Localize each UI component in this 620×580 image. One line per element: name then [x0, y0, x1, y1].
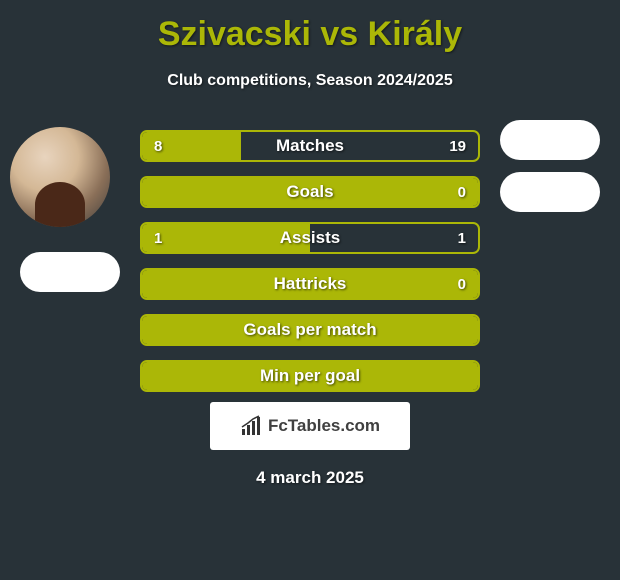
footer-brand-badge[interactable]: FcTables.com	[210, 402, 410, 450]
main-container: Szivacski vs Király Club competitions, S…	[0, 0, 620, 498]
stat-row-min-per-goal: Min per goal	[140, 360, 480, 392]
stat-row-assists: 1 Assists 1	[140, 222, 480, 254]
team-badge-right-2	[500, 172, 600, 212]
page-title: Szivacski vs Király	[0, 15, 620, 54]
stat-value-left: 8	[154, 138, 162, 155]
stat-row-goals-per-match: Goals per match	[140, 314, 480, 346]
stat-label: Assists	[280, 228, 340, 248]
stat-label: Min per goal	[260, 366, 360, 386]
stat-row-hattricks: Hattricks 0	[140, 268, 480, 300]
stat-label: Hattricks	[274, 274, 347, 294]
team-badge-left	[20, 252, 120, 292]
stat-value-right: 19	[449, 138, 466, 155]
stat-value-left: 1	[154, 230, 162, 247]
date-text: 4 march 2025	[0, 468, 620, 488]
stat-label: Goals	[286, 182, 333, 202]
team-badge-right-1	[500, 120, 600, 160]
player-avatar-left	[10, 127, 110, 227]
stat-label: Matches	[276, 136, 344, 156]
stat-value-right: 0	[458, 276, 466, 293]
stat-label: Goals per match	[243, 320, 376, 340]
stat-row-goals: Goals 0	[140, 176, 480, 208]
chart-icon	[240, 415, 262, 437]
stat-row-matches: 8 Matches 19	[140, 130, 480, 162]
subtitle: Club competitions, Season 2024/2025	[0, 72, 620, 90]
stat-value-right: 0	[458, 184, 466, 201]
stat-value-right: 1	[458, 230, 466, 247]
footer-brand-text: FcTables.com	[268, 416, 380, 436]
